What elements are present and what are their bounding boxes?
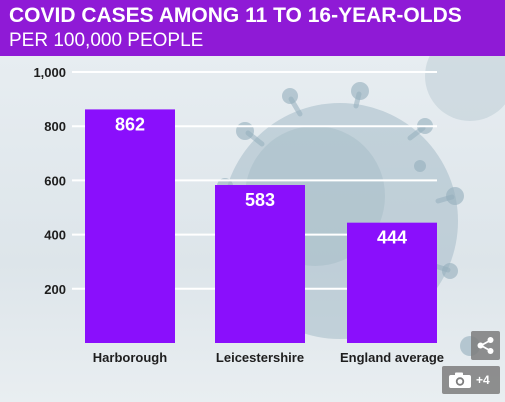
y-tick-label: 200	[44, 282, 66, 297]
photo-count: +4	[476, 373, 490, 387]
bars	[85, 109, 437, 343]
value-label: 583	[245, 190, 275, 210]
chart-title: COVID CASES AMONG 11 TO 16-YEAR-OLDS	[9, 4, 462, 27]
chart-header: COVID CASES AMONG 11 TO 16-YEAR-OLDS PER…	[0, 0, 505, 56]
y-tick-label: 1,000	[33, 65, 66, 80]
bar	[85, 109, 175, 343]
y-tick-label: 600	[44, 173, 66, 188]
category-label: Harborough	[93, 350, 167, 365]
value-label: 862	[115, 114, 145, 134]
bar	[347, 222, 437, 343]
y-tick-label: 400	[44, 228, 66, 243]
share-icon	[477, 337, 494, 354]
value-labels: 862 583 444	[115, 114, 407, 247]
y-tick-label: 800	[44, 119, 66, 134]
y-axis-ticks: 200 400 600 800 1,000	[33, 65, 66, 297]
x-axis-labels: Harborough Leicestershire England average	[93, 350, 444, 365]
photo-gallery-button[interactable]: +4	[442, 366, 500, 394]
value-label: 444	[377, 228, 407, 248]
share-button[interactable]	[471, 331, 500, 360]
chart-subtitle: PER 100,000 PEOPLE	[9, 30, 204, 51]
category-label: Leicestershire	[216, 350, 304, 365]
category-label: England average	[340, 350, 444, 365]
bar	[215, 185, 305, 343]
camera-icon	[449, 372, 471, 388]
